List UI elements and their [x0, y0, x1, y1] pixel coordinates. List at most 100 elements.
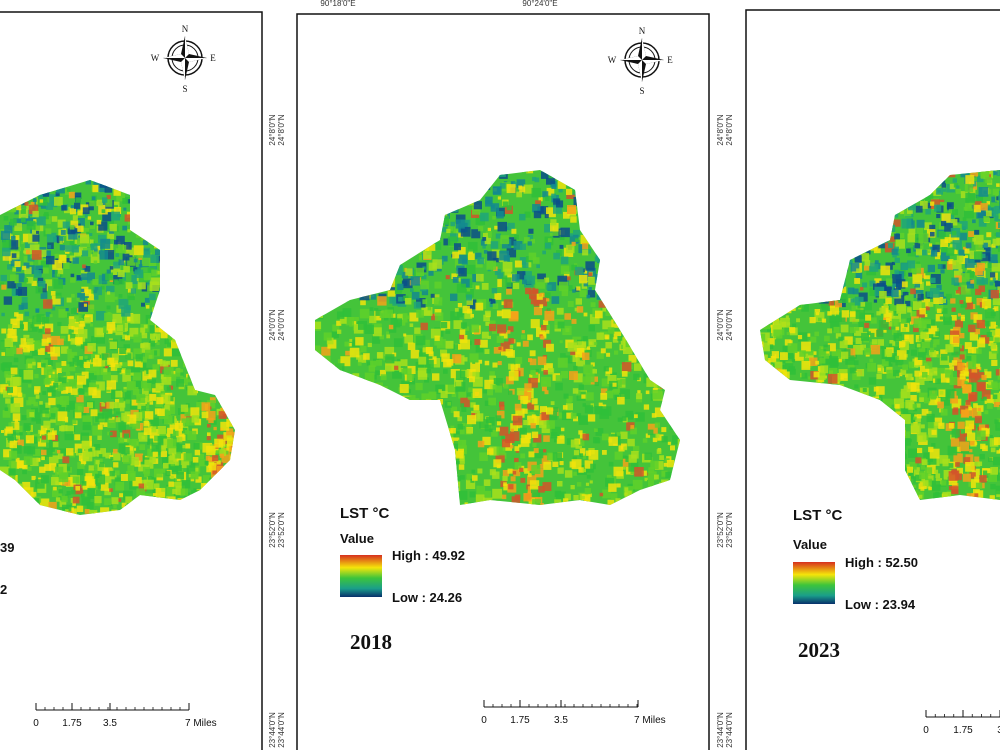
raster-cell	[453, 320, 463, 329]
raster-cell	[82, 250, 89, 257]
raster-cell	[493, 347, 501, 354]
raster-cell	[546, 407, 554, 415]
raster-cell	[123, 490, 133, 501]
raster-cell	[14, 312, 19, 317]
raster-cell	[450, 425, 455, 430]
raster-cell	[528, 378, 538, 388]
raster-cell	[91, 196, 96, 201]
raster-cell	[948, 362, 953, 367]
raster-cell	[648, 467, 655, 474]
raster-cell	[499, 332, 505, 338]
raster-cell	[527, 402, 535, 410]
raster-cell	[65, 308, 69, 312]
raster-cell	[15, 457, 20, 462]
raster-cell	[157, 436, 167, 446]
raster-cell	[455, 381, 466, 392]
raster-cell	[670, 445, 675, 451]
raster-cell	[500, 341, 511, 352]
raster-cell	[81, 371, 89, 379]
raster-cell	[563, 211, 570, 219]
raster-cell	[951, 315, 957, 321]
raster-cell	[33, 269, 42, 278]
raster-cell	[359, 308, 370, 319]
raster-cell	[168, 464, 179, 475]
raster-cell	[154, 483, 160, 489]
raster-cell	[515, 408, 525, 418]
raster-cell	[372, 335, 381, 344]
raster-cell	[134, 359, 143, 368]
raster-cell	[585, 482, 590, 486]
raster-cell	[363, 353, 370, 360]
raster-cell	[472, 376, 483, 387]
raster-cell	[583, 364, 593, 375]
raster-cell	[46, 255, 55, 265]
raster-cell	[72, 496, 80, 504]
raster-cell	[501, 301, 506, 306]
raster-cell	[403, 333, 407, 337]
raster-cell	[122, 373, 131, 382]
raster-cell	[560, 427, 565, 432]
raster-cell	[37, 277, 44, 284]
raster-cell	[545, 242, 551, 249]
raster-cell	[175, 477, 182, 485]
raster-cell	[376, 359, 382, 366]
raster-cell	[415, 361, 425, 371]
raster-cell	[404, 298, 412, 305]
raster-cell	[595, 428, 604, 436]
raster-cell	[207, 432, 211, 436]
raster-cell	[489, 375, 496, 383]
raster-cell	[161, 375, 172, 385]
raster-cell	[156, 397, 164, 405]
raster-cell	[644, 452, 652, 460]
raster-cell	[501, 439, 511, 448]
raster-cell	[970, 479, 980, 488]
raster-cell	[70, 338, 78, 345]
raster-cell	[567, 205, 576, 214]
raster-cell	[953, 453, 963, 463]
raster-cell	[144, 471, 150, 478]
raster-cell	[95, 473, 100, 478]
raster-cell	[80, 344, 86, 349]
raster-cell	[450, 293, 458, 301]
raster-cell	[409, 312, 419, 322]
raster-cell	[606, 352, 611, 357]
raster-cell	[539, 406, 547, 414]
raster-cell	[19, 432, 23, 436]
raster-cell	[49, 455, 59, 465]
raster-cell	[74, 434, 81, 441]
raster-cell	[107, 357, 115, 365]
raster-cell	[950, 395, 958, 404]
raster-cell	[379, 334, 384, 340]
raster-cell	[516, 179, 526, 188]
raster-cell	[537, 273, 546, 283]
raster-cell	[170, 462, 175, 467]
raster-cell	[529, 358, 537, 366]
raster-cell	[23, 456, 33, 465]
raster-cell	[79, 320, 86, 327]
raster-cell	[559, 340, 563, 344]
raster-cell	[80, 493, 85, 498]
raster-cell	[665, 471, 672, 479]
raster-cell	[585, 261, 595, 271]
raster-cell	[315, 345, 321, 355]
raster-cell	[482, 388, 488, 394]
raster-cell	[501, 348, 508, 356]
raster-cell	[57, 219, 66, 228]
raster-cell	[35, 309, 40, 313]
raster-cell	[539, 206, 549, 215]
raster-cell	[32, 234, 40, 242]
raster-cell	[124, 247, 134, 257]
raster-cell	[830, 321, 840, 331]
raster-cell	[177, 471, 184, 479]
raster-cell	[355, 337, 364, 346]
raster-cell	[99, 420, 104, 425]
raster-cell	[425, 359, 434, 369]
raster-cell	[14, 261, 21, 268]
raster-cell	[384, 346, 395, 357]
raster-cell	[552, 460, 559, 467]
raster-cell	[586, 346, 590, 350]
raster-cell	[498, 346, 502, 350]
raster-cell	[163, 367, 174, 377]
raster-cell	[110, 430, 117, 438]
raster-cell	[406, 374, 414, 381]
